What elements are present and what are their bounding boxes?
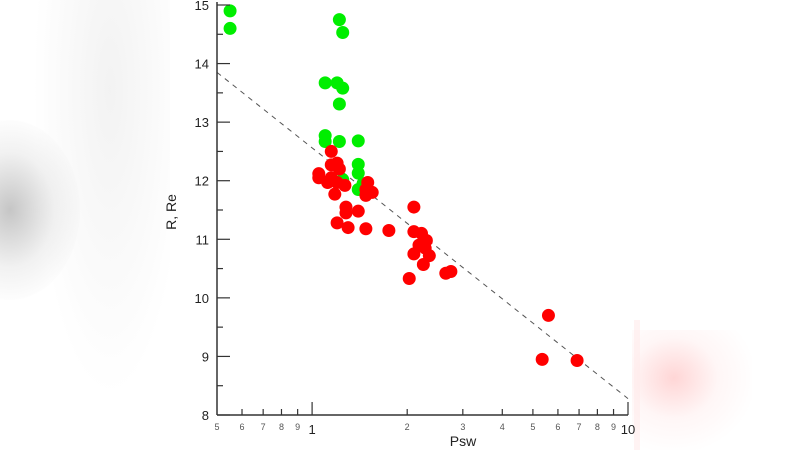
y-tick-label: 14: [195, 57, 209, 72]
data-point: [541, 308, 555, 322]
data-point: [321, 175, 335, 189]
data-point: [332, 134, 346, 148]
x-tick-label: 7: [261, 422, 266, 432]
data-point: [328, 187, 342, 201]
data-point: [351, 134, 365, 148]
data-point: [318, 76, 332, 90]
y-tick-label: 11: [196, 232, 210, 247]
data-point: [351, 166, 365, 180]
y-tick-label: 15: [195, 0, 209, 13]
data-point: [318, 134, 332, 148]
data-point: [359, 188, 373, 202]
series-green: [223, 4, 370, 196]
data-point: [330, 216, 344, 230]
x-tick-label: 6: [555, 422, 560, 432]
data-point: [332, 13, 346, 27]
y-tick-label: 10: [195, 291, 209, 306]
x-tick-label: 10: [621, 422, 635, 437]
background-edge: [634, 320, 640, 450]
data-point: [223, 21, 237, 35]
x-tick-label: 5: [530, 422, 535, 432]
y-tick-label: 13: [195, 115, 209, 130]
data-point: [339, 206, 353, 220]
data-point: [336, 26, 350, 40]
data-point: [407, 200, 421, 214]
y-tick-label: 9: [202, 349, 209, 364]
x-tick-label: 5: [214, 422, 219, 432]
x-axis-title: Psw: [450, 433, 477, 449]
x-tick-label: 6: [240, 422, 245, 432]
x-tick-label: 9: [611, 422, 616, 432]
x-tick-label: 1: [308, 422, 315, 437]
data-points: [223, 4, 584, 368]
data-point: [332, 162, 346, 176]
data-point: [351, 204, 365, 218]
y-tick-label: 8: [202, 408, 209, 423]
x-tick-label: 2: [405, 422, 410, 432]
x-tick-label: 7: [577, 422, 582, 432]
data-point: [223, 4, 237, 18]
data-point: [570, 354, 584, 368]
x-tick-label: 8: [595, 422, 600, 432]
data-point: [336, 81, 350, 95]
data-point: [402, 272, 416, 286]
x-tick-label: 4: [500, 422, 505, 432]
data-point: [332, 97, 346, 111]
series-red: [312, 144, 584, 368]
data-point: [324, 144, 338, 158]
y-axis-title: R, Re: [163, 194, 179, 230]
data-point: [416, 257, 430, 271]
data-point: [341, 221, 355, 235]
data-point: [338, 178, 352, 192]
x-tick-label: 9: [295, 422, 300, 432]
x-tick-label: 3: [460, 422, 465, 432]
data-point: [382, 224, 396, 237]
y-tick-label: 12: [195, 174, 209, 189]
background-blur-pink: [632, 330, 752, 450]
data-point: [407, 247, 421, 261]
x-tick-label: 8: [279, 422, 284, 432]
data-point: [444, 265, 458, 278]
data-point: [535, 352, 549, 366]
data-point: [359, 222, 373, 236]
